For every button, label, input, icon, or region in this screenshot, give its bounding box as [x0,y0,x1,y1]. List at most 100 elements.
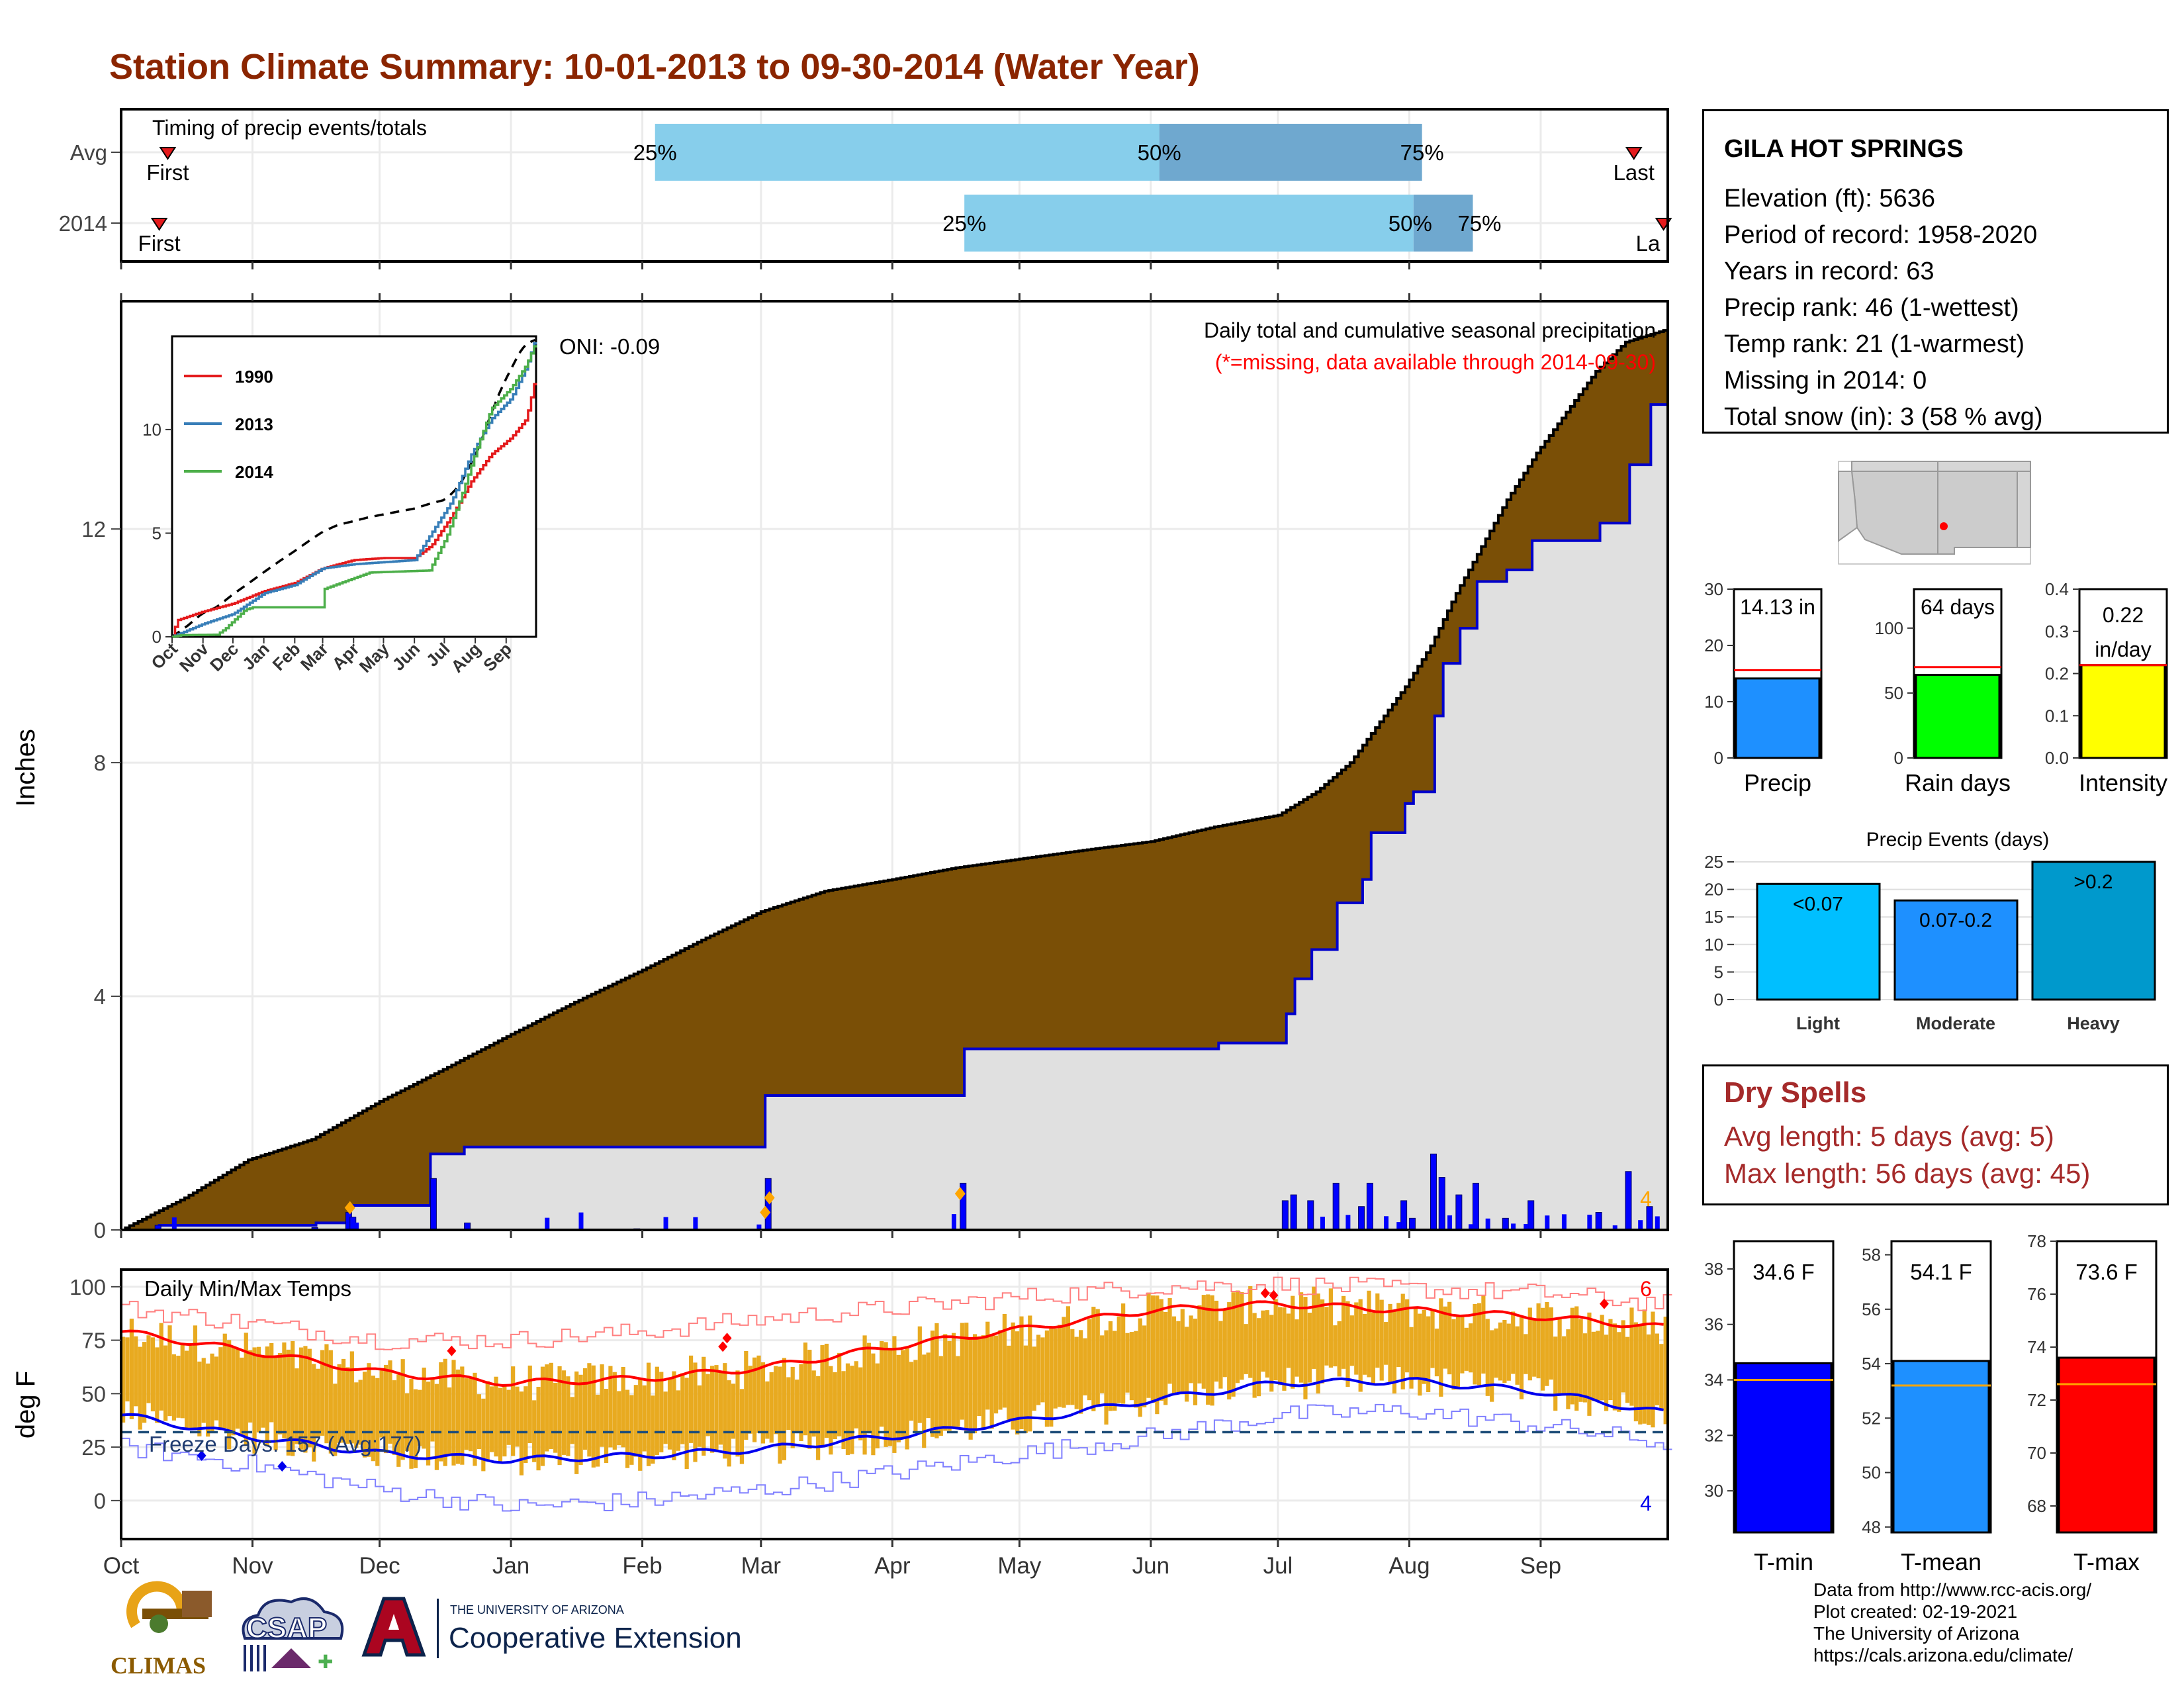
credit-data-source: Data from http://www.rcc-acis.org/ [1813,1579,2092,1600]
daily-temp-bar [1087,1319,1092,1401]
daily-temp-bar [1167,1298,1172,1384]
record-marker [1260,1288,1270,1299]
station-temp-rank: Temp rank: 21 (1-warmest) [1724,330,2025,358]
precip-events-y-tick-label: 5 [1714,962,1723,982]
daily-temp-bar [396,1374,401,1467]
daily-temp-bar [1189,1315,1193,1383]
daily-temp-bar [769,1372,774,1443]
daily-temp-bar [1604,1335,1609,1411]
daily-temp-bar [887,1348,893,1446]
daily-temp-bar [439,1362,443,1462]
daily-temp-bar [1091,1307,1096,1411]
daily-temp-bar [1426,1316,1431,1393]
daily-temp-bar [1206,1294,1210,1405]
inset-legend-label: 2014 [235,462,273,482]
temp-summary-y-tick-label: 56 [1862,1299,1881,1319]
daily-temp-bar [1430,1310,1435,1368]
temp-summary-category: T-mean [1901,1548,1981,1575]
daily-precip-bar-small [1345,1215,1351,1230]
daily-temp-bar [511,1366,516,1456]
daily-temp-bar [998,1330,1003,1410]
daily-temp-bar [430,1377,435,1442]
precip-events-y-tick-label: 15 [1704,907,1723,927]
daily-temp-bar [1447,1301,1452,1375]
daily-temp-bar [1328,1288,1333,1368]
daily-precip-bar-small [578,1212,584,1230]
record-marker [277,1461,287,1472]
daily-temp-bar [985,1321,990,1410]
daily-temp-bar [1333,1325,1338,1367]
precip-events-bar-label: >0.2 [2073,871,2113,893]
daily-temp-bar [837,1352,842,1436]
daily-temp-bar [1655,1333,1659,1405]
credits: Data from http://www.rcc-acis.org/ Plot … [1813,1579,2091,1666]
daily-temp-bar [735,1370,740,1457]
daily-temp-bar [1040,1337,1045,1403]
daily-temp-bar [731,1383,736,1439]
daily-temp-bar [1210,1295,1214,1406]
daily-temp-bar [303,1346,308,1453]
inset-series-1990 [172,383,537,638]
daily-temp-bar [214,1356,219,1421]
summary-category-label: Precip [1744,769,1811,796]
daily-temp-bar [1553,1336,1558,1411]
daily-temp-bar [134,1336,138,1407]
summary-y-tick-label: 10 [1704,692,1723,712]
inset-y-tick-label: 5 [152,523,161,543]
daily-temp-bar [1532,1319,1537,1377]
avg-cumulative-line [121,329,1668,1231]
daily-temp-bar [1252,1313,1257,1398]
daily-temp-bar [1561,1336,1567,1394]
timing-panel: 25% 50% 75% First Last Avg 25% 50% 75% First La 201… [59,108,1672,269]
daily-temp-bar [201,1358,206,1423]
daily-temp-bar [977,1336,981,1417]
daily-temp-bar [591,1365,596,1468]
daily-temp-bar [549,1362,553,1449]
month-label-aug: Aug [1388,1553,1430,1579]
daily-temp-bar [235,1348,240,1429]
snow-marker [344,1201,355,1215]
record-marker [1599,1298,1609,1309]
daily-precip-bar-small [663,1217,668,1230]
daily-temp-bar [816,1376,821,1460]
daily-temp-bar [282,1342,287,1438]
summary-bar-intensity [2080,664,2166,759]
precip-events-bar-moderate [1893,899,2019,1001]
precip-2014-area [121,404,1668,1230]
daily-temp-bar [324,1344,329,1444]
daily-temp-bar [964,1323,969,1433]
daily-temp-bar [570,1397,574,1444]
daily-temp-bar [307,1348,312,1448]
daily-temp-bar [1218,1321,1223,1389]
daily-temp-bar [1155,1295,1160,1415]
daily-temp-bar [709,1366,715,1453]
daily-temp-bar [1473,1304,1477,1385]
daily-temp-bar [778,1366,782,1464]
record-marker [1269,1289,1279,1301]
summary-y-tick-label: 100 [1875,618,1903,638]
daily-temp-bar [367,1363,371,1457]
daily-temp-bar [1549,1307,1553,1380]
daily-temp-bar [1049,1327,1054,1427]
snow-day-count: 4 [1640,1187,1652,1211]
snow-marker [760,1205,771,1219]
station-missing: Missing in 2014: 0 [1724,367,1927,395]
first-event-label: First [138,231,181,256]
summary-y-tick-label: 0.0 [2045,748,2069,768]
daily-temp-bar [409,1379,414,1469]
daily-temp-bar [1422,1309,1426,1384]
daily-temp-bar [460,1366,465,1465]
timing-label-75: 75% [1400,140,1444,165]
daily-temp-bar [345,1367,350,1444]
summary-bar-rain-days [1915,673,2001,759]
daily-temp-bar [676,1390,680,1451]
daily-temp-bar [820,1345,825,1447]
daily-temp-bar [1185,1327,1189,1402]
daily-temp-bar [1485,1319,1490,1396]
temp-summary-y-tick-label: 54 [1862,1354,1881,1374]
daily-temp-bar [1193,1319,1198,1405]
daily-temp-bar [621,1366,625,1448]
daily-temp-bar [1058,1325,1062,1407]
daily-temp-bar [142,1342,147,1423]
daily-temp-bar [1108,1321,1113,1411]
